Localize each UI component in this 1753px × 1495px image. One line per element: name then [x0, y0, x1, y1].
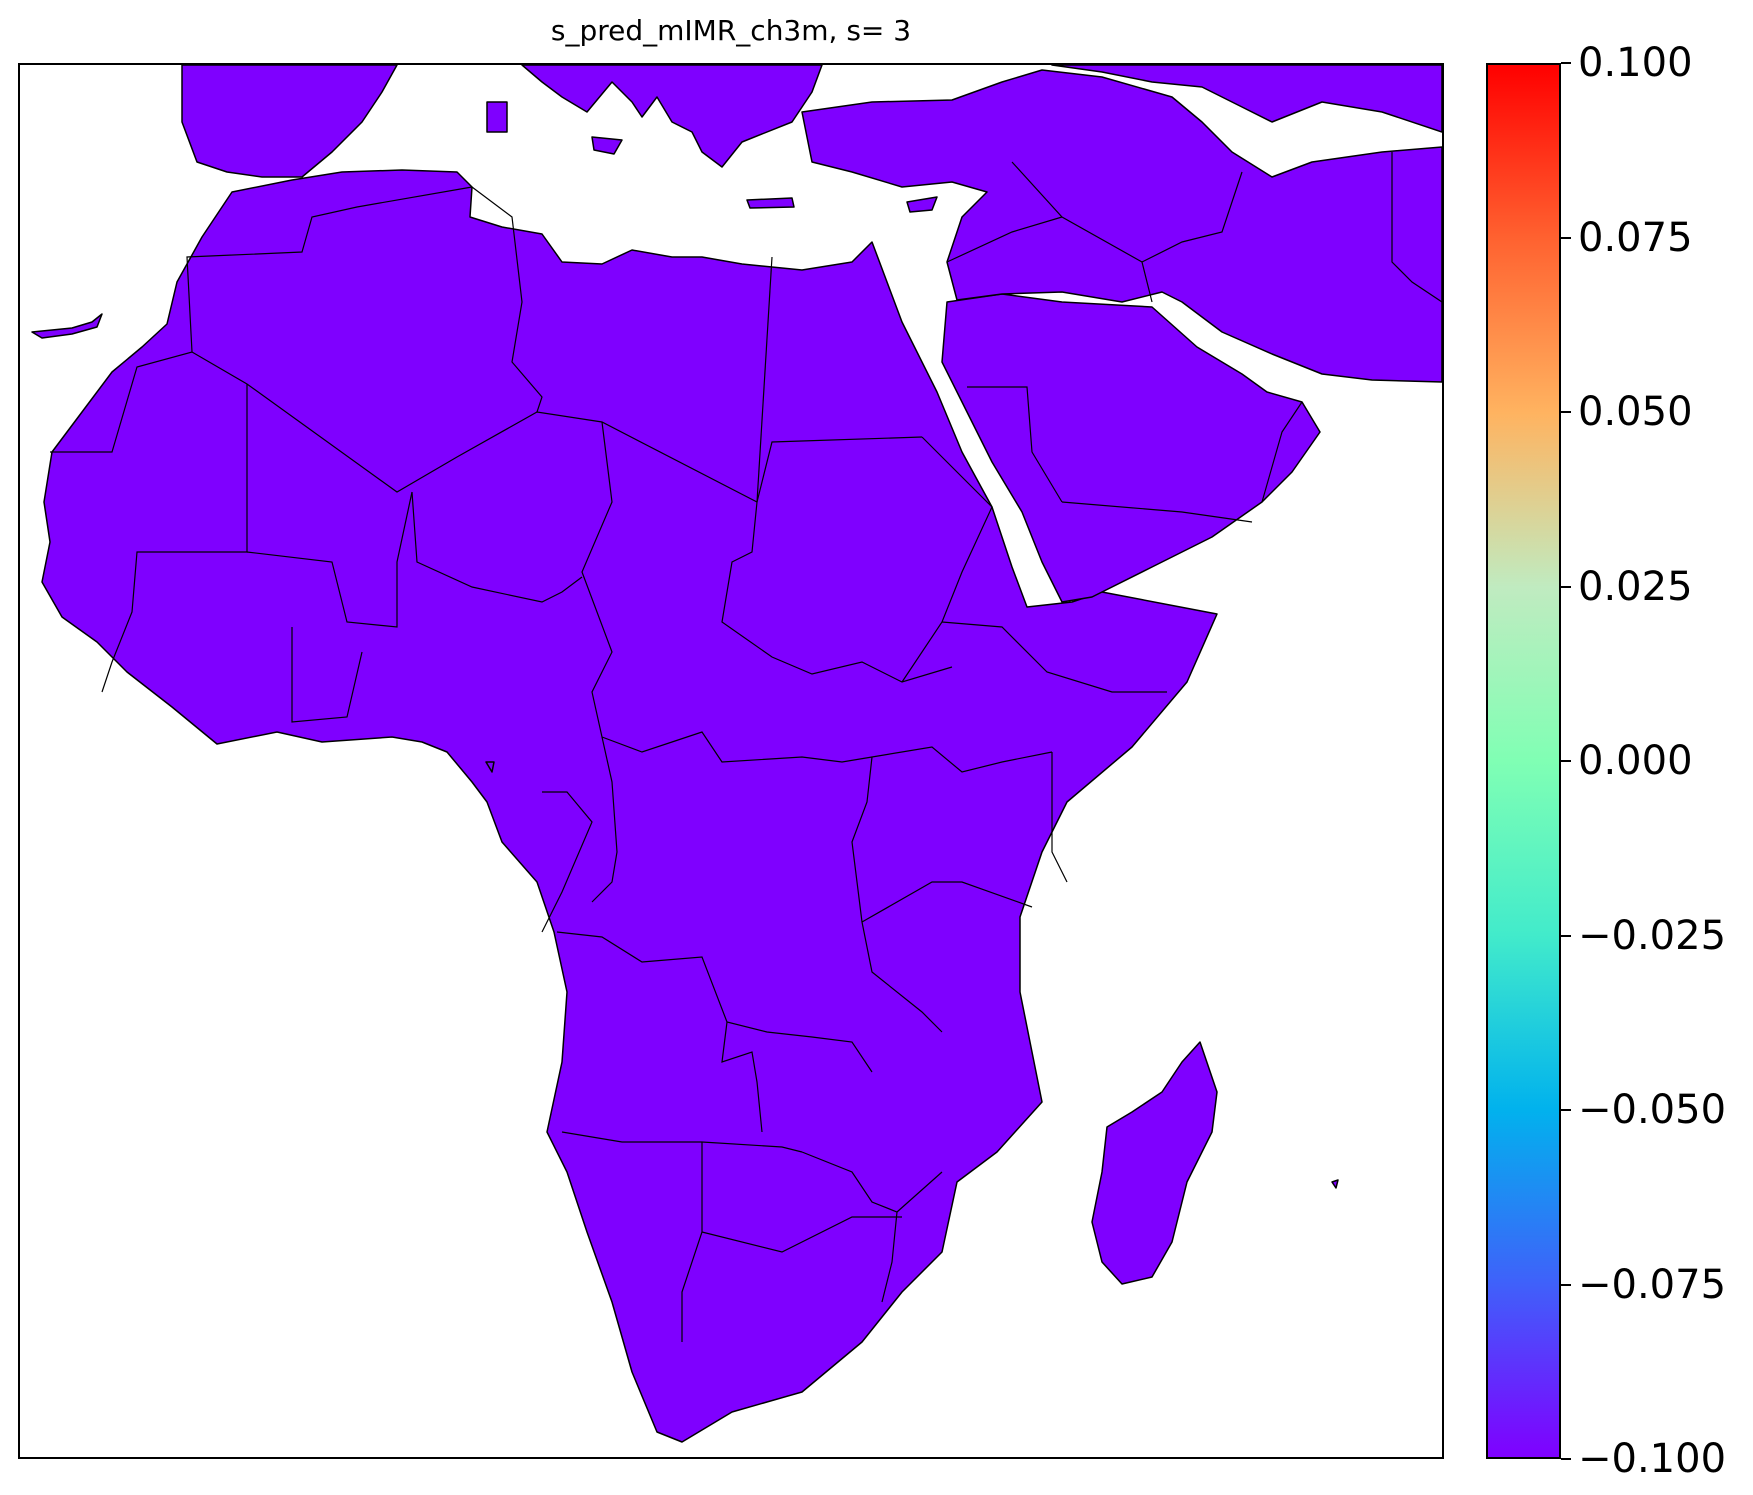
- colorbar-tick: [1561, 411, 1571, 413]
- africa-landmass: [41, 169, 1218, 1443]
- colorbar-tick-label: −0.100: [1578, 1436, 1727, 1482]
- canary-islands: [31, 313, 103, 339]
- sardinia: [486, 101, 508, 133]
- bioko: [485, 761, 495, 773]
- crete: [746, 197, 795, 209]
- colorbar-tick-label: 0.025: [1578, 563, 1693, 610]
- colorbar-tick: [1561, 236, 1571, 239]
- border-line: [1141, 171, 1243, 303]
- border-line: [591, 736, 618, 903]
- colorbar-tick-label: −0.025: [1578, 912, 1727, 959]
- border-line: [411, 491, 583, 603]
- border-line: [1061, 501, 1253, 523]
- comoros: [1331, 1179, 1339, 1189]
- border-line: [881, 1211, 898, 1303]
- colorbar-tick: [1561, 585, 1571, 588]
- colorbar-tick: [1561, 1283, 1571, 1286]
- border-line: [967, 386, 1063, 503]
- border-line: [701, 1216, 902, 1253]
- border-line: [946, 216, 1063, 263]
- border-line: [801, 1151, 943, 1213]
- colorbar-tick-label: 0.000: [1578, 738, 1693, 784]
- border-line: [186, 186, 473, 353]
- border-line: [941, 621, 1167, 693]
- iberia: [181, 65, 398, 178]
- colorbar-tick: [1561, 760, 1571, 762]
- border-line: [101, 384, 248, 693]
- border-line: [471, 186, 543, 413]
- colorbar-tick: [1561, 1458, 1571, 1460]
- border-line: [901, 436, 993, 683]
- colorbar-tick-label: 0.075: [1578, 214, 1693, 261]
- border-line: [721, 501, 953, 683]
- border-line: [721, 1021, 763, 1133]
- cyprus: [906, 196, 938, 213]
- colorbar-tick: [1561, 62, 1571, 64]
- border-line: [681, 1142, 703, 1342]
- border-line: [50, 351, 923, 503]
- sicily: [591, 136, 623, 155]
- border-line: [756, 256, 773, 503]
- border-line: [861, 881, 1033, 923]
- madagascar: [1091, 1041, 1218, 1285]
- map-title: s_pred_mIMR_ch3m, s= 3: [550, 14, 912, 47]
- border-line: [541, 791, 593, 933]
- colorbar-tick: [1561, 1109, 1571, 1111]
- colorbar-tick-label: −0.050: [1578, 1087, 1727, 1133]
- balkans-greece: [521, 65, 823, 168]
- map-canvas: [31, 65, 1442, 1443]
- map-panel: [18, 63, 1444, 1459]
- border-line: [1051, 752, 1068, 883]
- border-line: [601, 731, 1053, 773]
- northeast-europe: [1051, 65, 1442, 133]
- border-line: [246, 491, 413, 628]
- colorbar-tick: [1561, 934, 1571, 937]
- colorbar: [1486, 63, 1561, 1459]
- border-line: [1261, 401, 1303, 503]
- colorbar-tick-label: −0.075: [1578, 1261, 1727, 1308]
- middle-east-north: [801, 69, 1442, 383]
- border-line: [1391, 152, 1442, 303]
- border-line: [291, 627, 363, 723]
- colorbar-tick-label: 0.100: [1578, 40, 1693, 86]
- colorbar-tick-label: 0.050: [1578, 389, 1693, 435]
- border-line: [581, 421, 613, 738]
